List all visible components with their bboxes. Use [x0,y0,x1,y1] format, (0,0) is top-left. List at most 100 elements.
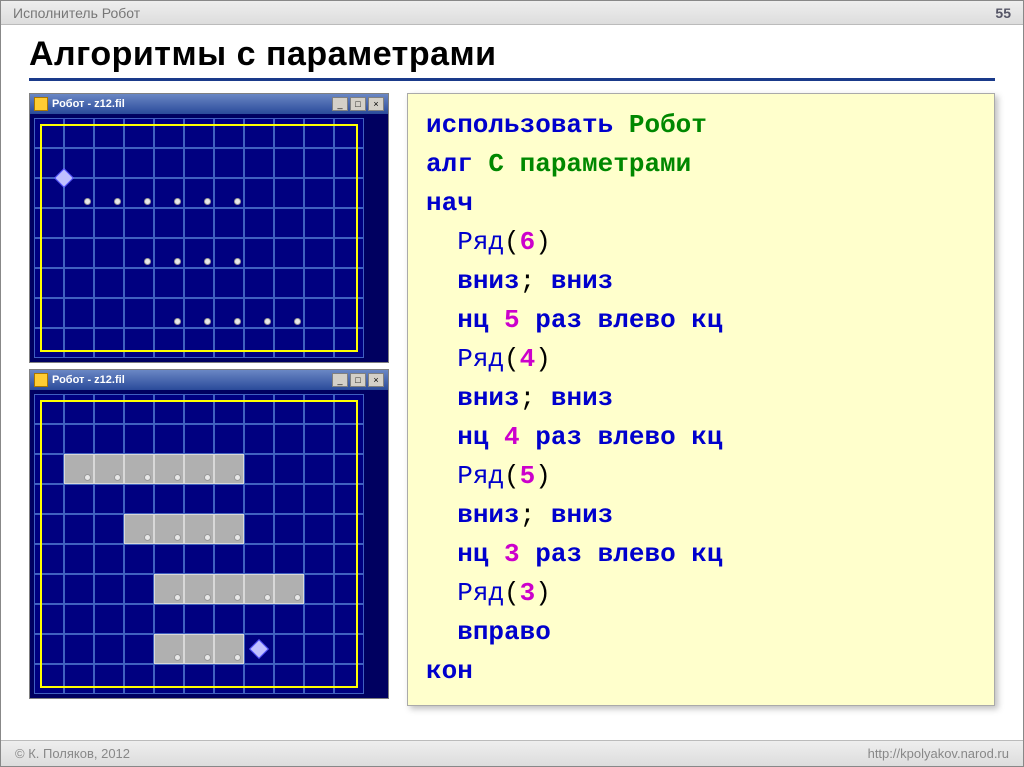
grid-cell [334,544,364,574]
close-button[interactable]: × [368,97,384,111]
code-token: раз [520,539,598,569]
grid-cell [94,634,124,664]
grid-cell [154,544,184,574]
code-token [426,344,457,374]
cell-marker [294,594,301,601]
grid-cell [64,664,94,694]
code-token: 3 [504,539,520,569]
grid-area [30,114,388,362]
grid-cell [34,634,64,664]
grid-cell [274,514,304,544]
grid-cell [274,544,304,574]
grid-cell [34,604,64,634]
cell-marker [204,198,211,205]
code-token [426,227,457,257]
code-token: ) [535,344,551,374]
grid-cell [214,268,244,298]
code-line: нач [426,184,976,223]
code-token [426,422,457,452]
grid-cell [184,148,214,178]
grid-cell [94,238,124,268]
maximize-button[interactable]: □ [350,373,366,387]
grid-cell [124,118,154,148]
window-titlebar[interactable]: Робот - z12.fil _□× [30,370,388,390]
code-token [426,461,457,491]
grid-cell [304,328,334,358]
grid-cell [34,424,64,454]
grid-cell [304,208,334,238]
cell-marker [234,654,241,661]
window-title: Робот - z12.fil [52,374,328,386]
grid-cell [184,394,214,424]
cell-marker [204,594,211,601]
code-token: кц [691,539,722,569]
grid-cell [64,514,94,544]
code-token: вниз [457,266,519,296]
minimize-button[interactable]: _ [332,373,348,387]
code-token: С параметрами [488,149,691,179]
close-button[interactable]: × [368,373,384,387]
cell-marker [84,198,91,205]
code-token: раз [520,305,598,335]
grid-cell [124,328,154,358]
cell-marker [144,198,151,205]
grid-cell [214,544,244,574]
code-token: кон [426,656,473,686]
code-line: нц 5 раз влево кц [426,301,976,340]
left-col: Робот - z12.fil_□× Робот - z12.fil_□× [29,93,389,706]
grid-cell [334,664,364,694]
code-line: вниз; вниз [426,262,976,301]
cell-marker [174,654,181,661]
code-token [426,539,457,569]
grid-cell [244,208,274,238]
grid-cell [154,604,184,634]
code-token: влево [598,305,676,335]
cell-marker [204,318,211,325]
code-token: нц [457,539,504,569]
code-token: ) [535,461,551,491]
grid-cell [304,424,334,454]
cell-marker [144,258,151,265]
code-token: использовать [426,110,629,140]
grid-cell [304,268,334,298]
grid-cell [64,328,94,358]
grid-cell [64,394,94,424]
code-token: кц [691,422,722,452]
code-line: кон [426,652,976,691]
grid-cell [34,394,64,424]
code-token: нц [457,305,504,335]
grid-cell [244,118,274,148]
code-token: влево [598,422,676,452]
grid-cell [334,394,364,424]
code-token [426,578,457,608]
window-titlebar[interactable]: Робот - z12.fil_□× [30,94,388,114]
grid-cell [244,484,274,514]
code-token: нц [457,422,504,452]
grid-cell [34,298,64,328]
grid-cell [334,238,364,268]
maximize-button[interactable]: □ [350,97,366,111]
grid-cell [94,208,124,238]
grid-cell [64,208,94,238]
minimize-button[interactable]: _ [332,97,348,111]
cell-marker [234,198,241,205]
grid-cell [184,208,214,238]
code-token [676,305,692,335]
code-line: Ряд(3) [426,574,976,613]
cell-marker [174,474,181,481]
cell-marker [234,318,241,325]
grid-cell [124,664,154,694]
grid-cell [64,484,94,514]
grid-cell [274,424,304,454]
code-token: ) [535,578,551,608]
code-token [426,383,457,413]
topbar: Исполнитель Робот 55 [1,1,1023,25]
grid-cell [334,298,364,328]
robot-grid [34,394,364,694]
code-line: вниз; вниз [426,496,976,535]
grid-cell [34,544,64,574]
grid-cell [214,484,244,514]
cell-marker [114,198,121,205]
grid-cell [334,574,364,604]
grid-cell [124,544,154,574]
